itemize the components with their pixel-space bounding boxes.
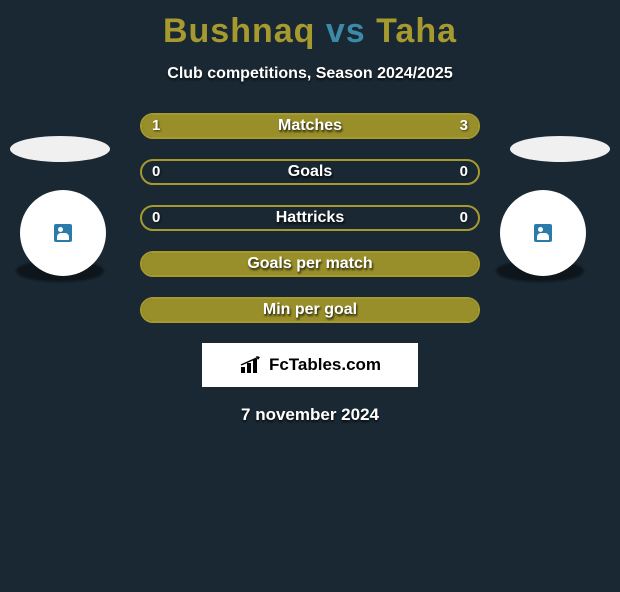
stat-bar-row: Goals per match — [140, 251, 480, 277]
stat-bar-row: 00Goals — [140, 159, 480, 185]
stat-bar-row: 13Matches — [140, 113, 480, 139]
comparison-title: Bushnaq vs Taha — [0, 12, 620, 51]
subtitle: Club competitions, Season 2024/2025 — [0, 65, 620, 83]
player2-avatar — [500, 190, 600, 290]
bar-label: Matches — [142, 115, 478, 137]
person-icon — [534, 224, 552, 242]
avatar-circle — [20, 190, 106, 276]
brand-box: FcTables.com — [202, 343, 418, 387]
person-icon — [54, 224, 72, 242]
player1-avatar — [20, 190, 120, 290]
avatar-circle — [500, 190, 586, 276]
chart-icon — [239, 355, 263, 375]
brand-text: FcTables.com — [269, 355, 381, 375]
shadow-ellipse-left — [10, 136, 110, 162]
bar-label: Goals per match — [142, 253, 478, 275]
bar-label: Goals — [142, 161, 478, 183]
vs-text: vs — [326, 12, 366, 50]
stats-bars: 13Matches 00Goals 00Hattricks Goals per mat… — [140, 113, 480, 323]
bar-label: Min per goal — [142, 299, 478, 321]
bar-label: Hattricks — [142, 207, 478, 229]
date-text: 7 november 2024 — [0, 405, 620, 425]
player2-name: Taha — [376, 12, 457, 50]
shadow-ellipse-right — [510, 136, 610, 162]
stat-bar-row: Min per goal — [140, 297, 480, 323]
stat-bar-row: 00Hattricks — [140, 205, 480, 231]
player1-name: Bushnaq — [163, 12, 315, 50]
